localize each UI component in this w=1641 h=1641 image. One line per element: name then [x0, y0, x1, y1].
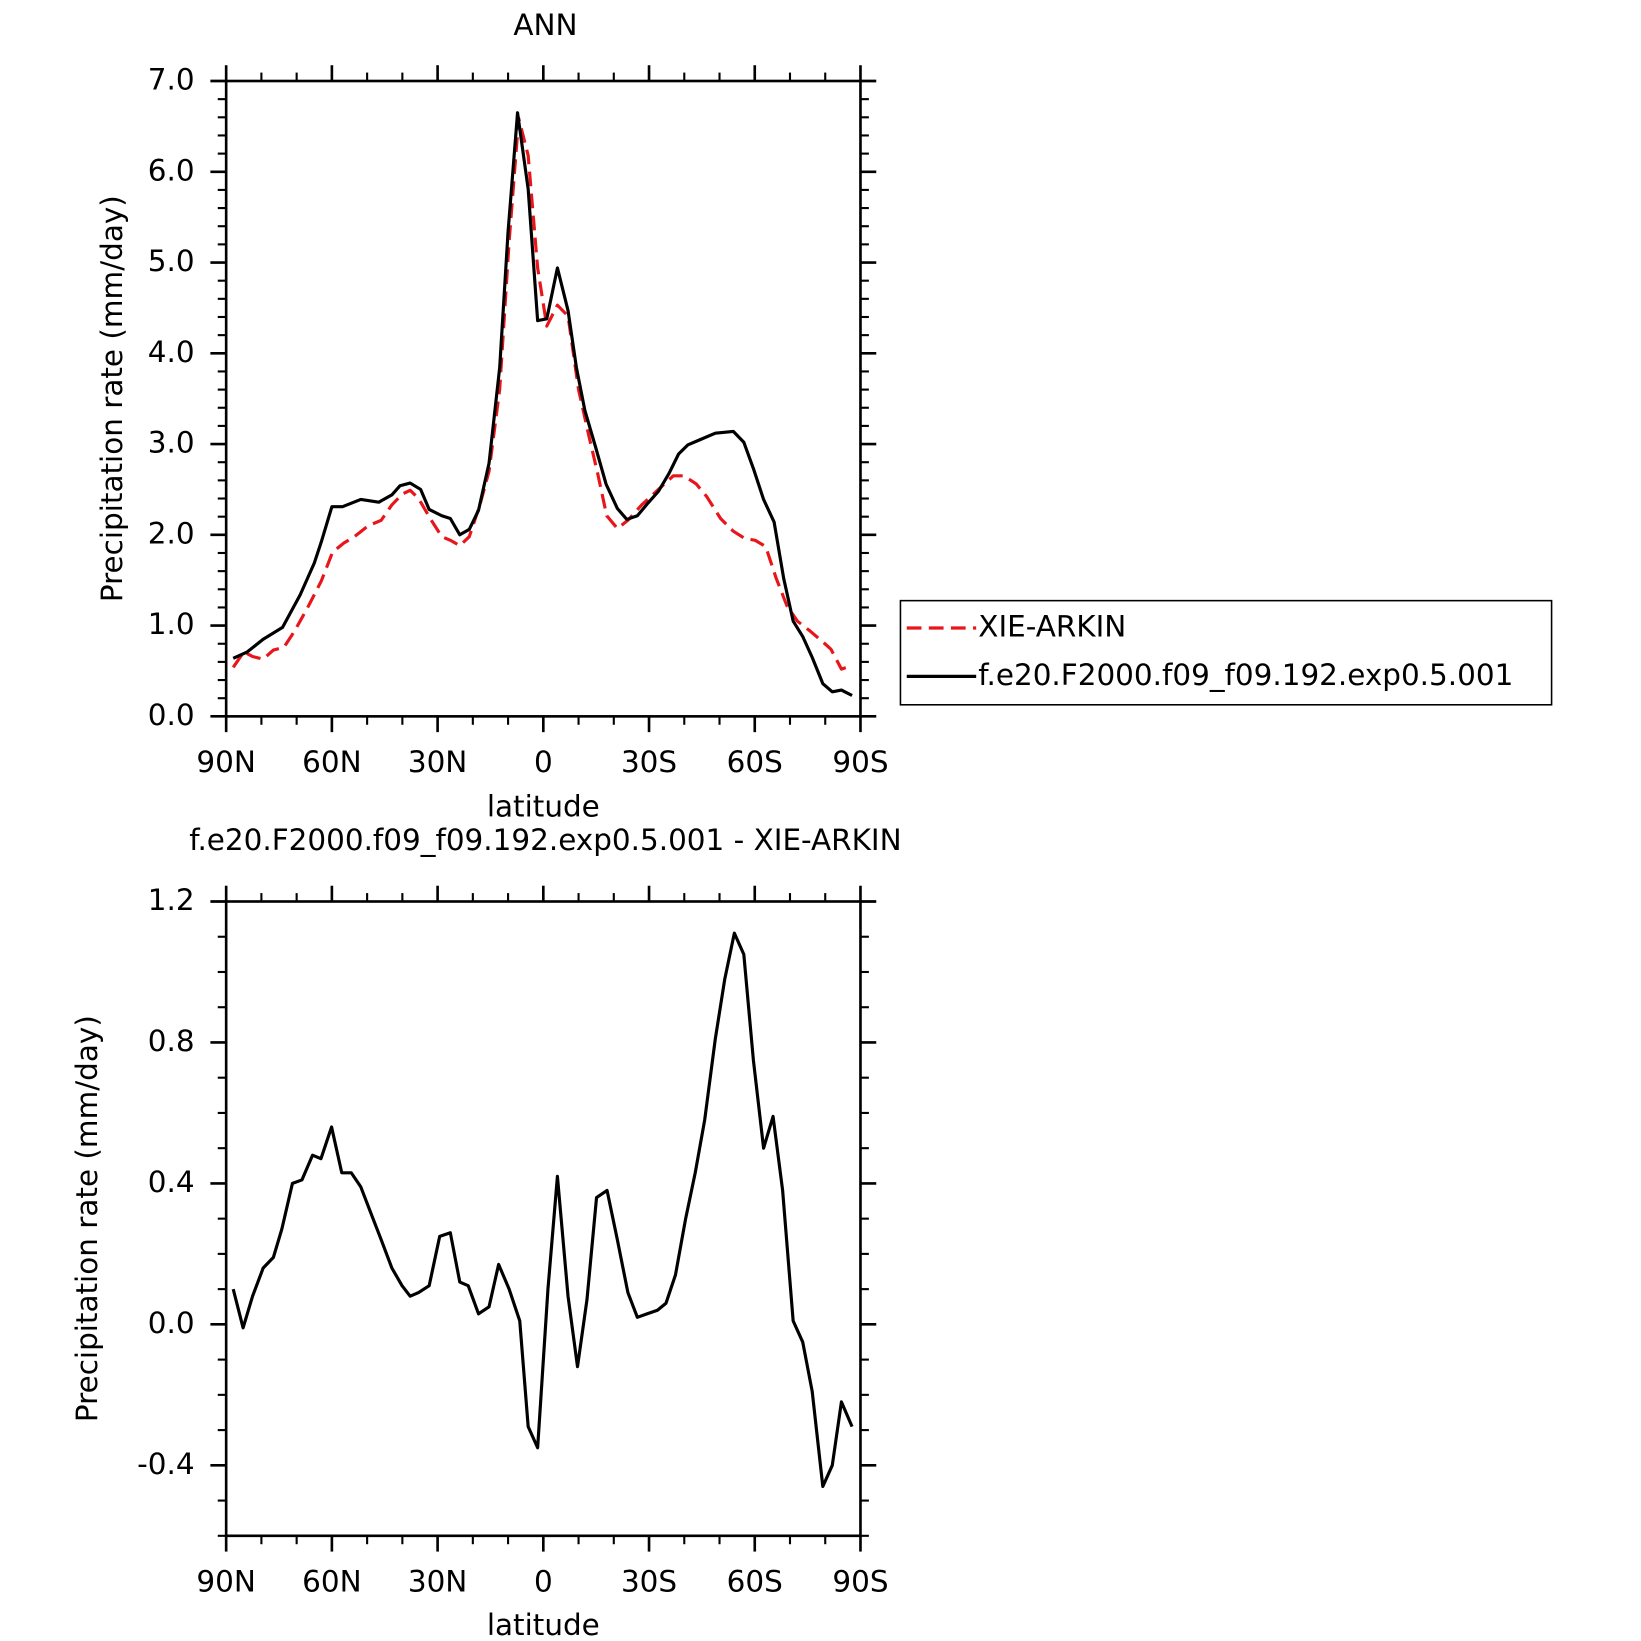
x-tick-label: 90N — [196, 1565, 255, 1599]
y-axis-label: Precipitation rate (mm/day) — [95, 195, 129, 602]
x-tick-label: 90S — [832, 1565, 888, 1599]
data-line — [231, 931, 854, 1489]
x-tick-label: 30S — [621, 745, 677, 779]
y-tick-label: 1.2 — [148, 883, 195, 917]
x-tick-label: 90S — [832, 745, 888, 779]
x-tick-label: 0 — [534, 745, 553, 779]
plot-frame — [224, 900, 862, 1538]
y-tick-label: 7.0 — [148, 62, 195, 96]
chart-title: f.e20.F2000.f09_f09.192.exp0.5.001 - XIE… — [189, 823, 901, 857]
y-tick-label: 2.0 — [148, 516, 195, 550]
y-tick-label: 0.0 — [148, 698, 195, 732]
y-tick-label: 0.0 — [148, 1306, 195, 1340]
y-axis-label: Precipitation rate (mm/day) — [70, 1015, 104, 1422]
legend-label: f.e20.F2000.f09_f09.192.exp0.5.001 — [978, 658, 1513, 692]
y-tick-label: 5.0 — [148, 244, 195, 278]
x-tick-label: 30N — [408, 1565, 467, 1599]
legend-box — [899, 599, 1553, 706]
x-tick-label: 90N — [196, 745, 255, 779]
x-tick-label: 60S — [727, 745, 783, 779]
x-tick-label: 0 — [534, 1565, 553, 1599]
x-tick-label: 60S — [727, 1565, 783, 1599]
y-tick-label: 6.0 — [148, 153, 195, 187]
x-tick-label: 30S — [621, 1565, 677, 1599]
x-axis-label: latitude — [487, 789, 600, 823]
plot-frame — [224, 79, 862, 718]
y-tick-label: 4.0 — [148, 335, 195, 369]
legend-label: XIE-ARKIN — [978, 609, 1126, 643]
data-line — [231, 116, 853, 671]
y-tick-label: 1.0 — [148, 607, 195, 641]
y-tick-label: 3.0 — [148, 426, 195, 460]
x-tick-label: 60N — [302, 745, 361, 779]
y-tick-label: 0.8 — [148, 1024, 195, 1058]
y-tick-label: 0.4 — [148, 1165, 195, 1199]
x-tick-label: 30N — [408, 745, 467, 779]
y-tick-label: -0.4 — [137, 1447, 194, 1481]
chart-title: ANN — [513, 8, 577, 42]
data-line — [232, 111, 853, 697]
x-tick-label: 60N — [302, 1565, 361, 1599]
x-axis-label: latitude — [487, 1608, 600, 1641]
